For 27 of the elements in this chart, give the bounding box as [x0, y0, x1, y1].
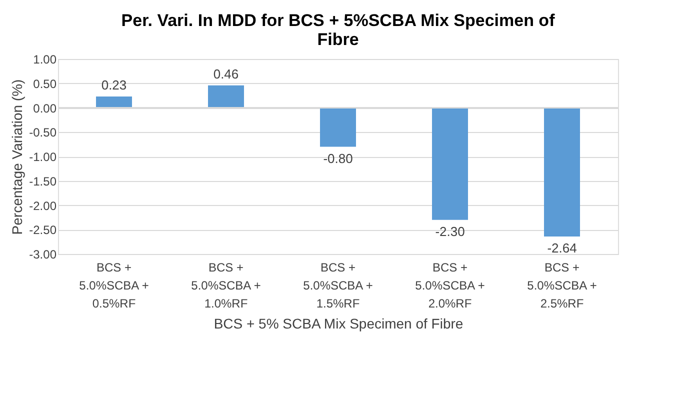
y-tick-label: -3.00	[29, 248, 57, 262]
bar	[208, 85, 244, 108]
data-label: -2.64	[547, 240, 577, 256]
y-tick-label: -0.50	[29, 126, 57, 140]
y-tick-label: -1.00	[29, 150, 57, 164]
x-axis-title: BCS + 5% SCBA Mix Specimen of Fibre	[214, 316, 464, 332]
x-tick-label: BCS + 5.0%SCBA + 1.0%RF	[191, 260, 261, 310]
y-tick-label: 0.50	[33, 76, 57, 91]
y-tick-label: -2.50	[29, 223, 57, 238]
data-label: -2.30	[435, 224, 465, 239]
bar	[544, 108, 580, 236]
x-tick-label: BCS + 5.0%SCBA + 2.0%RF	[415, 260, 485, 310]
y-tick-label: 1.00	[33, 52, 57, 66]
x-tick-label: BCS + 5.0%SCBA + 0.5%RF	[79, 260, 149, 310]
data-label: 0.23	[101, 78, 127, 93]
y-axis-title: Percentage Variation (%)	[9, 79, 26, 235]
data-label: 0.46	[213, 66, 239, 82]
bar	[432, 108, 468, 220]
y-tick-label: -2.00	[29, 198, 57, 213]
chart-title: Per. Vari. In MDD for BCS + 5%SCBA Mix Specimen of Fibre	[121, 11, 556, 49]
x-tick-label: BCS + 5.0%SCBA + 1.5%RF	[303, 260, 373, 310]
data-label: -0.80	[323, 150, 353, 166]
bar	[96, 96, 132, 108]
y-tick-label: -1.50	[29, 174, 57, 188]
x-tick-label: BCS + 5.0%SCBA + 2.5%RF	[527, 260, 597, 310]
bar	[320, 108, 356, 147]
y-tick-label: 0.00	[33, 101, 57, 116]
